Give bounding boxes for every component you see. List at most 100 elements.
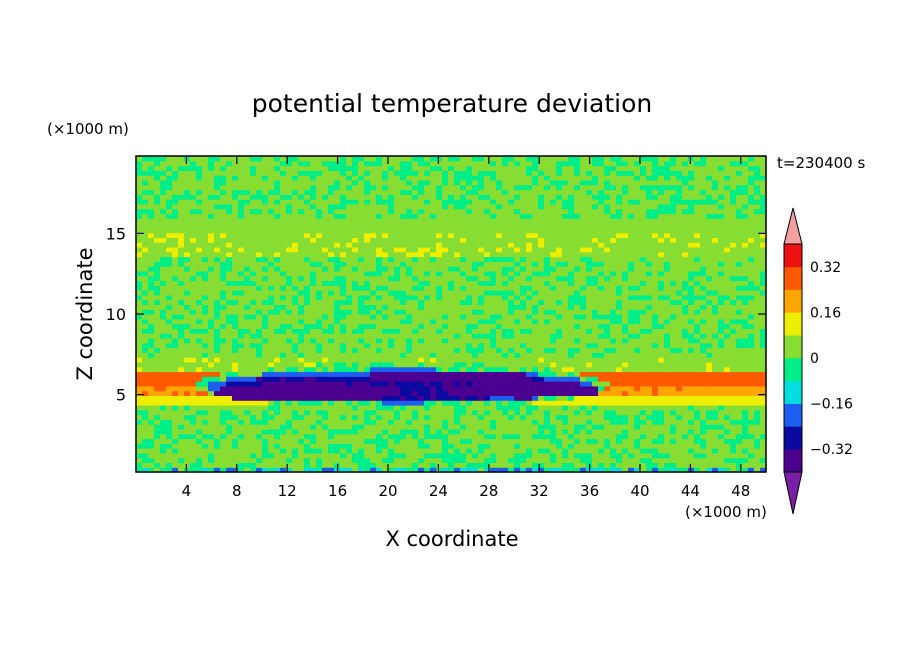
field-cell (304, 251, 311, 258)
field-cell (742, 266, 749, 272)
field-cell (412, 366, 419, 373)
field-cell (580, 285, 587, 291)
field-cell (178, 352, 185, 358)
field-cell (658, 275, 665, 282)
field-cell (400, 395, 407, 401)
field-cell (454, 361, 461, 368)
field-cell (748, 261, 755, 267)
field-cell (610, 448, 617, 454)
field-cell (622, 261, 629, 267)
field-cell (472, 462, 479, 468)
field-cell (598, 347, 605, 353)
field-cell (304, 448, 311, 454)
field-cell (568, 275, 575, 282)
field-cell (178, 448, 185, 454)
field-cell (298, 361, 305, 368)
field-cell (502, 318, 509, 325)
field-cell (154, 337, 161, 344)
field-cell (544, 390, 551, 396)
field-cell (238, 347, 245, 353)
field-cell (544, 404, 551, 411)
field-cell (442, 443, 449, 449)
field-cell (190, 371, 197, 377)
field-cell (694, 337, 701, 344)
field-cell (616, 323, 623, 329)
field-cell (406, 314, 413, 320)
field-cell (142, 337, 149, 344)
field-cell (268, 256, 275, 262)
field-cell (436, 275, 443, 282)
field-cell (154, 376, 161, 382)
field-cell (220, 366, 227, 373)
field-cell (334, 361, 341, 368)
field-cell (184, 266, 191, 272)
field-cell (442, 342, 449, 349)
field-cell (268, 448, 275, 454)
field-cell (166, 314, 173, 320)
field-cell (370, 462, 377, 468)
field-cell (268, 290, 275, 296)
field-cell (202, 294, 209, 301)
field-cell (316, 256, 323, 262)
field-cell (340, 400, 347, 406)
field-cell (700, 261, 707, 267)
field-cell (496, 428, 503, 435)
field-cell (712, 366, 719, 373)
field-cell (532, 438, 539, 444)
field-cell (250, 424, 257, 430)
field-cell (568, 299, 575, 306)
field-cell (574, 462, 581, 468)
field-cell (262, 251, 269, 258)
field-cell (748, 352, 755, 358)
field-cell (460, 400, 467, 406)
field-cell (628, 280, 635, 286)
field-cell (616, 294, 623, 301)
field-cell (136, 251, 143, 258)
field-cell (670, 381, 677, 387)
field-cell (322, 256, 329, 262)
field-cell (580, 323, 587, 329)
field-cell (502, 395, 509, 401)
field-cell (364, 400, 371, 406)
field-cell (670, 448, 677, 454)
field-cell (358, 462, 365, 468)
field-cell (646, 467, 653, 473)
field-cell (688, 270, 695, 277)
field-cell (364, 433, 371, 440)
field-cell (532, 433, 539, 440)
field-cell (220, 428, 227, 435)
field-cell (406, 443, 413, 449)
field-cell (520, 457, 527, 464)
field-cell (232, 266, 239, 272)
field-cell (430, 309, 437, 315)
field-cell (370, 438, 377, 444)
field-cell (640, 314, 647, 320)
field-cell (202, 457, 209, 464)
field-cell (412, 361, 419, 368)
field-cell (532, 246, 539, 253)
field-cell (580, 400, 587, 406)
field-cell (244, 333, 251, 339)
field-cell (484, 309, 491, 315)
field-cell (478, 371, 485, 377)
field-cell (484, 428, 491, 435)
field-cell (484, 314, 491, 320)
field-cell (562, 457, 569, 464)
field-cell (274, 337, 281, 344)
field-cell (226, 280, 233, 286)
field-cell (226, 424, 233, 430)
field-cell (454, 376, 461, 382)
field-cell (358, 309, 365, 315)
field-cell (214, 385, 221, 392)
field-cell (676, 251, 683, 258)
field-cell (556, 352, 563, 358)
field-cell (550, 419, 557, 425)
field-cell (742, 428, 749, 435)
field-cell (430, 294, 437, 301)
field-cell (604, 467, 611, 473)
field-cell (424, 361, 431, 368)
field-cell (256, 419, 263, 425)
field-cell (490, 433, 497, 440)
field-cell (136, 438, 143, 444)
field-cell (190, 452, 197, 459)
